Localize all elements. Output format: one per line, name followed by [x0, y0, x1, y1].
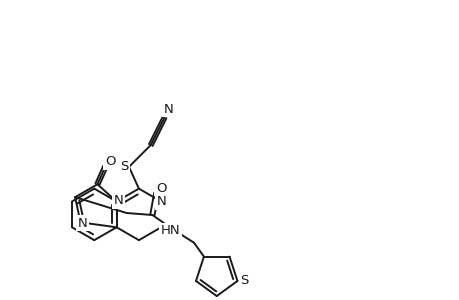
- Text: N: N: [156, 195, 166, 208]
- Text: O: O: [105, 155, 115, 168]
- Text: S: S: [120, 160, 128, 173]
- Text: S: S: [240, 274, 248, 287]
- Text: N: N: [78, 217, 87, 230]
- Text: O: O: [156, 182, 166, 195]
- Text: N: N: [163, 103, 173, 116]
- Text: N: N: [113, 194, 123, 207]
- Text: HN: HN: [160, 224, 179, 237]
